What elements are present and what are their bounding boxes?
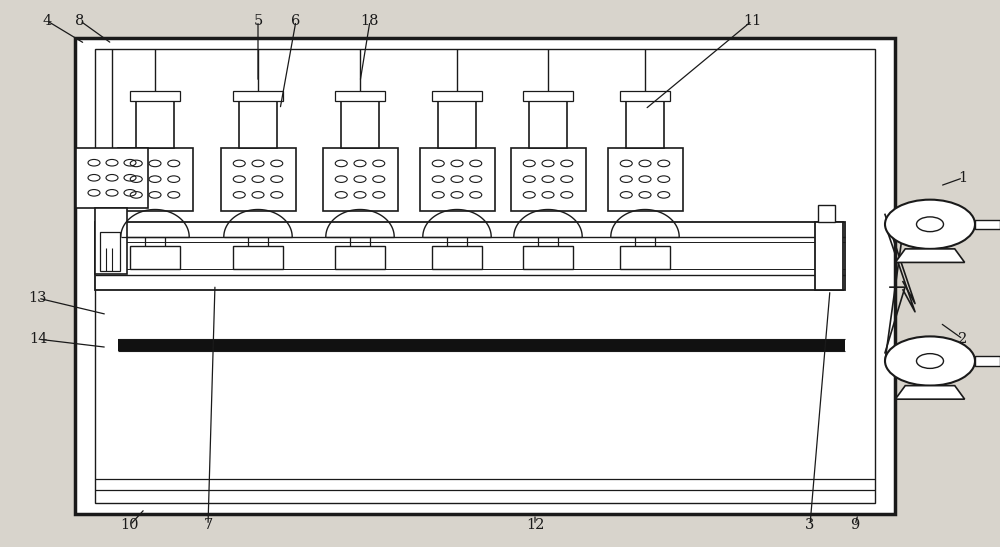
Text: 9: 9: [850, 518, 860, 532]
Bar: [818, 205, 835, 222]
Bar: [523, 91, 573, 101]
Bar: [420, 148, 495, 211]
Text: 11: 11: [743, 14, 761, 28]
Polygon shape: [895, 249, 965, 263]
Bar: [335, 91, 385, 101]
Bar: [626, 96, 664, 148]
Bar: [975, 219, 1000, 229]
Text: 12: 12: [526, 518, 544, 532]
Text: 5: 5: [253, 14, 263, 28]
Bar: [220, 148, 296, 211]
Bar: [432, 246, 482, 269]
Bar: [523, 246, 573, 269]
Circle shape: [885, 200, 975, 249]
Bar: [815, 222, 843, 290]
Text: 4: 4: [42, 14, 52, 28]
Text: 8: 8: [75, 14, 85, 28]
Text: 13: 13: [29, 291, 47, 305]
Bar: [341, 96, 379, 148]
Bar: [75, 38, 895, 514]
Bar: [322, 148, 398, 211]
Bar: [95, 222, 845, 290]
Bar: [239, 96, 277, 148]
Polygon shape: [895, 386, 965, 399]
Bar: [100, 232, 120, 271]
Bar: [432, 91, 482, 101]
Text: 2: 2: [958, 332, 968, 346]
Circle shape: [885, 336, 975, 386]
Text: 10: 10: [121, 518, 139, 532]
Bar: [118, 339, 845, 351]
Bar: [130, 246, 180, 269]
Text: 3: 3: [805, 518, 815, 532]
Bar: [233, 246, 283, 269]
Bar: [511, 148, 586, 211]
Bar: [130, 91, 180, 101]
Bar: [95, 49, 875, 503]
Text: 14: 14: [29, 332, 47, 346]
Text: 7: 7: [203, 518, 213, 532]
Bar: [76, 148, 148, 208]
Bar: [608, 148, 682, 211]
Bar: [335, 246, 385, 269]
Bar: [233, 91, 283, 101]
Bar: [620, 246, 670, 269]
Bar: [620, 91, 670, 101]
Bar: [118, 148, 192, 211]
Text: 18: 18: [361, 14, 379, 28]
Bar: [438, 96, 476, 148]
Text: 6: 6: [291, 14, 301, 28]
Bar: [975, 356, 1000, 366]
Text: 1: 1: [958, 171, 968, 185]
Bar: [95, 208, 127, 274]
Bar: [529, 96, 567, 148]
Bar: [136, 96, 174, 148]
